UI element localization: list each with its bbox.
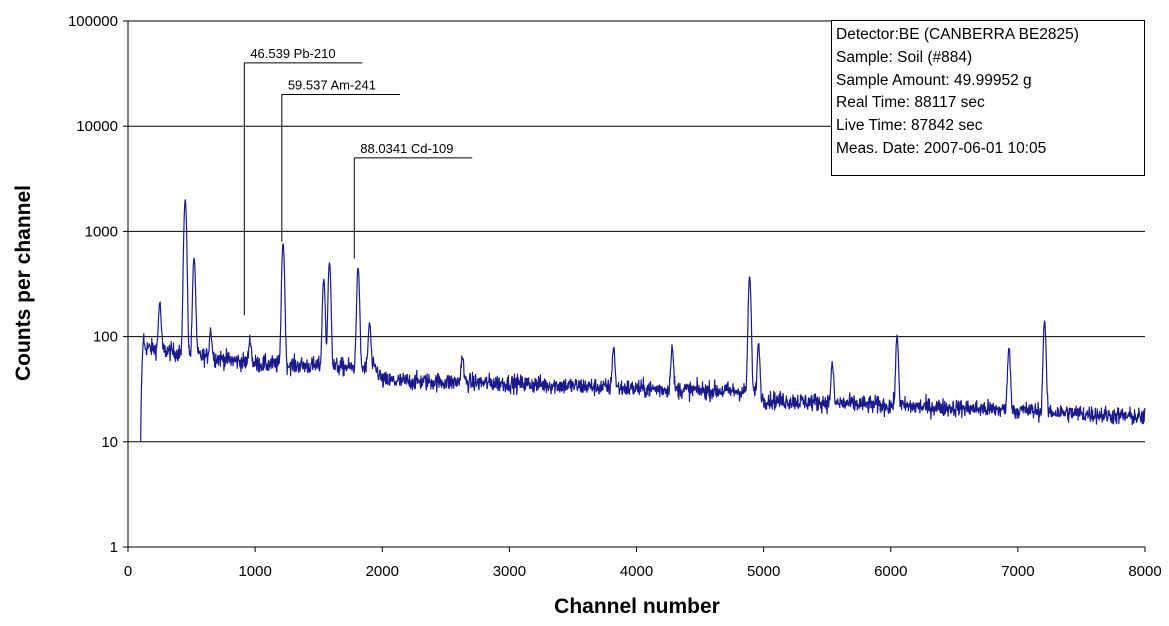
info-line: Detector:BE (CANBERRA BE2825) [836, 26, 1079, 43]
peak-annotations: 46.539 Pb-210 59.537 Am-241 88.0341 Cd-109 [243, 46, 473, 316]
x-tick-label: 2000 [366, 563, 399, 580]
x-tick-labels: 0 1000 2000 3000 4000 5000 6000 7000 8000 [124, 563, 1162, 580]
x-tick-label: 3000 [493, 563, 526, 580]
x-tick-label: 0 [124, 563, 132, 580]
annotation-label: 46.539 Pb-210 [250, 46, 335, 61]
x-tick-label: 4000 [620, 563, 653, 580]
y-tick-label: 100 [93, 329, 118, 346]
y-tick-label: 10000 [76, 118, 118, 135]
y-tick-label: 10 [101, 434, 118, 451]
y-tick-label: 100000 [68, 13, 118, 30]
detector-info-box: Detector:BE (CANBERRA BE2825) Sample: So… [831, 20, 1145, 176]
x-tick-label: 7000 [1001, 563, 1034, 580]
y-tick-label: 1 [110, 539, 118, 556]
x-tick-label: 6000 [874, 563, 907, 580]
y-tick-label: 1000 [85, 223, 118, 240]
spectrum-line [140, 199, 1146, 442]
y-tick-labels: 1 10 100 1000 10000 100000 [68, 13, 118, 556]
x-axis-title: Channel number [554, 595, 720, 618]
x-tick-label: 5000 [747, 563, 780, 580]
x-tick-label: 8000 [1128, 563, 1161, 580]
info-line: Live Time: 87842 sec [836, 117, 983, 135]
y-axis-title: Counts per channel [12, 185, 35, 381]
info-line: Meas. Date: 2007-06-01 10:05 [836, 139, 1047, 157]
spectrum-series [140, 199, 1146, 442]
info-line: Sample: Soil (#884) [836, 48, 973, 66]
annotation-label: 88.0341 Cd-109 [360, 141, 453, 156]
info-line: Real Time: 88117 sec [836, 94, 985, 112]
x-tick-label: 1000 [238, 563, 271, 580]
annotation-label: 59.537 Am-241 [288, 78, 376, 93]
axes [127, 21, 1146, 552]
info-line: Sample Amount: 49.99952 g [836, 71, 1032, 89]
